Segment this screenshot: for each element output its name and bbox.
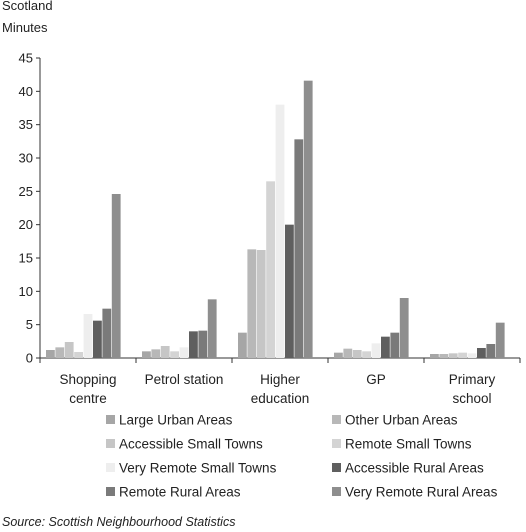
bar-remote-rural-areas-primary-school (486, 344, 496, 358)
bar-very-remote-rural-areas-petrol-station (207, 299, 217, 358)
bar-large-urban-areas-petrol-station (142, 351, 151, 358)
bar-other-urban-areas-petrol-station (151, 349, 161, 358)
legend-swatch-other-urban-areas (332, 415, 341, 424)
bar-large-urban-areas-gp (334, 352, 343, 358)
legend-swatch-very-remote-rural-areas (332, 487, 341, 496)
bar-other-urban-areas-higher-education (247, 249, 257, 358)
bar-accessible-rural-areas-petrol-station (189, 331, 198, 358)
y-axis-label: Minutes (2, 20, 48, 35)
bar-remote-small-towns-higher-education (266, 181, 275, 358)
x-tick-label-gp: GP (366, 372, 386, 387)
y-tick-label: 45 (19, 51, 33, 66)
bar-very-remote-small-towns-gp (371, 343, 381, 358)
bar-remote-rural-areas-higher-education (294, 139, 304, 358)
bar-very-remote-rural-areas-gp (399, 298, 409, 358)
y-tick-label: 15 (19, 251, 33, 266)
bar-very-remote-rural-areas-higher-education (303, 80, 313, 359)
bar-other-urban-areas-shopping-centre (55, 347, 65, 358)
legend-label-remote-small-towns: Remote Small Towns (345, 437, 472, 452)
bar-accessible-rural-areas-shopping-centre (93, 320, 102, 358)
bar-very-remote-small-towns-primary-school (467, 353, 477, 358)
bar-large-urban-areas-shopping-centre (46, 350, 55, 358)
bar-remote-small-towns-shopping-centre (74, 352, 83, 358)
y-tick-label: 20 (19, 217, 33, 232)
legend-swatch-very-remote-small-towns (106, 463, 115, 472)
legend-label-large-urban-areas: Large Urban Areas (119, 413, 233, 428)
y-tick-label: 0 (26, 351, 33, 366)
bar-accessible-rural-areas-higher-education (285, 224, 294, 358)
y-tick-label: 25 (19, 184, 33, 199)
legend-swatch-accessible-small-towns (106, 439, 115, 448)
bar-very-remote-small-towns-higher-education (275, 104, 285, 359)
legend-label-accessible-small-towns: Accessible Small Towns (119, 437, 263, 452)
bar-remote-rural-areas-shopping-centre (102, 308, 112, 358)
legend-label-very-remote-rural-areas: Very Remote Rural Areas (345, 485, 498, 500)
y-tick-label: 5 (26, 317, 33, 332)
source-note: Source: Scottish Neighbourhood Statistic… (2, 515, 236, 529)
bar-very-remote-rural-areas-shopping-centre (111, 194, 121, 358)
legend-label-very-remote-small-towns: Very Remote Small Towns (119, 461, 277, 476)
legend-label-accessible-rural-areas: Accessible Rural Areas (345, 461, 484, 476)
bar-very-remote-small-towns-shopping-centre (83, 314, 93, 358)
legend-swatch-remote-small-towns (332, 439, 341, 448)
bar-very-remote-rural-areas-primary-school (495, 322, 505, 358)
bar-large-urban-areas-higher-education (238, 332, 247, 358)
legend-label-remote-rural-areas: Remote Rural Areas (119, 485, 241, 500)
bar-other-urban-areas-gp (343, 348, 353, 358)
bar-accessible-small-towns-higher-education (256, 250, 266, 358)
bar-remote-small-towns-petrol-station (170, 351, 179, 358)
bar-accessible-small-towns-gp (352, 350, 362, 358)
bar-accessible-small-towns-petrol-station (160, 346, 170, 358)
legend-swatch-remote-rural-areas (106, 487, 115, 496)
y-tick-label: 10 (19, 284, 33, 299)
x-tick-label-primary-school: Primary school (449, 372, 496, 406)
bar-accessible-rural-areas-gp (381, 336, 390, 358)
legend-label-other-urban-areas: Other Urban Areas (345, 413, 458, 428)
bar-large-urban-areas-primary-school (430, 354, 439, 358)
bar-very-remote-small-towns-petrol-station (179, 347, 189, 358)
y-tick-label: 30 (19, 151, 33, 166)
x-tick-label-shopping-centre: Shopping centre (59, 372, 116, 406)
bar-remote-small-towns-primary-school (458, 352, 467, 358)
chart-title: Scotland (2, 0, 53, 13)
x-tick-label-petrol-station: Petrol station (145, 372, 224, 387)
bar-accessible-small-towns-shopping-centre (64, 342, 74, 358)
bar-remote-small-towns-gp (362, 351, 371, 358)
y-tick-label: 40 (19, 84, 33, 99)
bar-accessible-rural-areas-primary-school (477, 348, 486, 358)
bar-other-urban-areas-primary-school (439, 354, 449, 358)
legend-swatch-accessible-rural-areas (332, 463, 341, 472)
bar-remote-rural-areas-gp (390, 332, 400, 358)
y-tick-label: 35 (19, 117, 33, 132)
bar-accessible-small-towns-primary-school (448, 353, 458, 358)
bar-remote-rural-areas-petrol-station (198, 330, 208, 358)
x-tick-label-higher-education: Higher education (251, 372, 310, 406)
legend-swatch-large-urban-areas (106, 415, 115, 424)
